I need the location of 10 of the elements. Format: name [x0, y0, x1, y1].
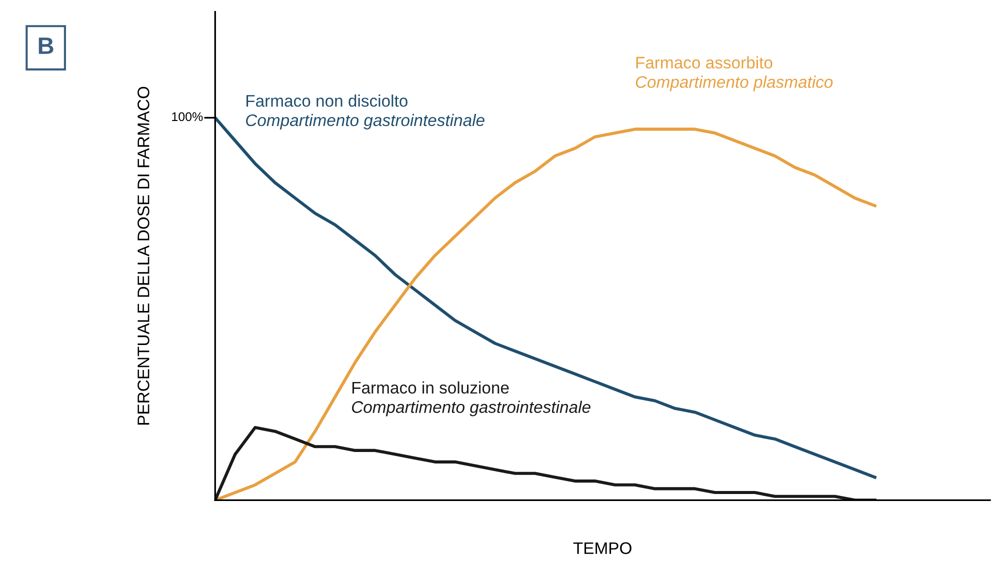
annotation: Compartimento gastrointestinale — [352, 400, 590, 416]
x-axis-title: TEMPO — [573, 542, 632, 554]
text: Farmaco assorbito — [636, 56, 772, 69]
series-label: Farmaco non disciolto — [246, 94, 408, 107]
text: Compartimento plasmatico — [636, 76, 833, 92]
text: Farmaco in soluzione — [352, 381, 509, 394]
text: 100% — [172, 112, 203, 122]
annotation: Compartimento gastrointestinale — [246, 114, 484, 130]
text: B — [38, 38, 54, 54]
y-axis-title: PERCENTUALE DELLA DOSE DI FARMACO — [138, 86, 150, 425]
